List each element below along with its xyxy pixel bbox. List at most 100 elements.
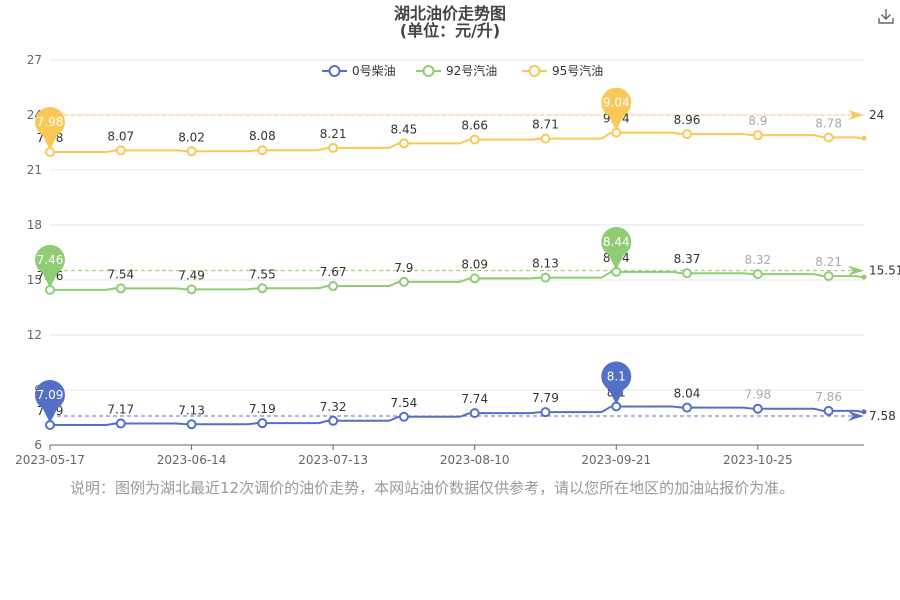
min-pin-tip (41, 132, 59, 151)
min-pin-tip (41, 269, 59, 288)
data-label: 7.86 (815, 390, 842, 404)
y-tick-label: 15 (27, 273, 42, 287)
data-point (540, 133, 551, 144)
data-label: 7.32 (320, 400, 347, 414)
data-point (257, 283, 268, 294)
chart-subtitle: (单位：元/升) (399, 21, 501, 40)
data-point (682, 268, 693, 279)
data-point (328, 142, 339, 153)
data-point (186, 284, 197, 295)
data-point-end (861, 274, 867, 280)
y-tick-label: 21 (27, 163, 42, 177)
data-label: 7.74 (461, 392, 488, 406)
data-point (682, 129, 693, 140)
data-point (469, 134, 480, 145)
data-label: 8.9 (748, 114, 767, 128)
data-point (115, 145, 126, 156)
data-point-end (861, 409, 867, 415)
x-tick-label: 2023-08-10 (440, 453, 510, 467)
min-pin (35, 107, 65, 138)
data-point (823, 132, 834, 143)
max-pin (601, 87, 632, 118)
data-label: 8.09 (461, 257, 488, 271)
data-point (328, 281, 339, 292)
data-label: 7.79 (532, 391, 559, 405)
data-point-end (861, 135, 867, 141)
data-label: 7.67 (320, 265, 347, 279)
x-tick-label: 2023-05-17 (15, 453, 85, 467)
data-label: 8.21 (815, 255, 842, 269)
data-label: 8.02 (178, 130, 205, 144)
min-pin-label: 7.46 (37, 253, 64, 267)
data-point (398, 276, 409, 287)
legend-label: 95号汽油 (552, 63, 603, 78)
legend-swatch-marker (528, 65, 541, 77)
data-label: 8.08 (249, 129, 276, 143)
data-label: 8.78 (815, 116, 842, 130)
y-tick-label: 18 (27, 218, 42, 232)
data-point (682, 402, 693, 413)
data-label: 8.66 (461, 119, 488, 133)
min-pin (35, 244, 65, 275)
x-tick-label: 2023-10-25 (723, 453, 793, 467)
download-icon[interactable] (877, 7, 895, 25)
data-label: 7.98 (744, 388, 771, 402)
y-tick-label: 6 (34, 438, 42, 452)
data-label: 8.07 (107, 129, 134, 143)
data-point (469, 408, 480, 419)
max-pin-label: 8.1 (607, 370, 626, 384)
data-point (752, 269, 763, 280)
average-label: 15.51 (869, 264, 900, 278)
data-point (186, 146, 197, 157)
data-point (115, 283, 126, 294)
min-pin-label: 7.98 (37, 115, 64, 129)
data-label: 7.49 (178, 268, 205, 282)
data-label: 7.9 (394, 261, 413, 275)
data-point (328, 415, 339, 426)
series-line (50, 131, 864, 154)
data-point (469, 273, 480, 284)
data-point (540, 272, 551, 283)
x-tick-label: 2023-07-13 (298, 453, 368, 467)
data-label: 8.32 (744, 253, 771, 267)
data-label: 8.37 (674, 252, 701, 266)
data-label: 8.13 (532, 257, 559, 271)
chart-note: 说明：图例为湖北最近12次调价的油价走势，本网站油价数据仅供参考，请以您所在地区… (70, 479, 795, 497)
max-pin-label: 8.44 (603, 235, 630, 249)
max-pin (601, 361, 632, 392)
data-label: 7.55 (249, 267, 276, 281)
legend-swatch-marker (328, 65, 341, 77)
data-label: 8.04 (674, 387, 701, 401)
chart-title: 湖北油价走势图 (393, 4, 506, 23)
legend-label: 92号汽油 (446, 63, 497, 78)
data-point (398, 138, 409, 149)
data-label: 8.96 (674, 113, 701, 127)
average-label: 24 (869, 108, 884, 122)
data-label: 7.54 (391, 396, 418, 410)
data-point (257, 418, 268, 429)
min-pin-label: 7.09 (37, 388, 64, 402)
line-chart: 691215182124272023-05-172023-06-142023-0… (15, 53, 900, 467)
max-pin-label: 9.04 (603, 96, 630, 110)
average-label: 7.58 (869, 409, 896, 423)
data-point (823, 405, 834, 416)
data-point (257, 145, 268, 156)
x-tick-label: 2023-06-14 (157, 453, 227, 467)
max-pin-tip (607, 112, 626, 131)
max-pin-tip (607, 386, 626, 405)
average-arrow (848, 110, 864, 120)
data-point (752, 130, 763, 141)
average-arrow (848, 411, 864, 422)
data-label: 8.21 (320, 127, 347, 141)
data-point (752, 403, 763, 414)
legend-label: 0号柴油 (352, 64, 396, 78)
min-pin-tip (41, 405, 59, 424)
data-point (186, 419, 197, 430)
y-tick-label: 27 (27, 53, 42, 67)
series-line (50, 270, 864, 291)
data-point (115, 418, 126, 429)
data-point (540, 407, 551, 418)
y-tick-label: 12 (27, 328, 42, 342)
data-point (823, 271, 834, 282)
max-pin-tip (607, 251, 626, 270)
